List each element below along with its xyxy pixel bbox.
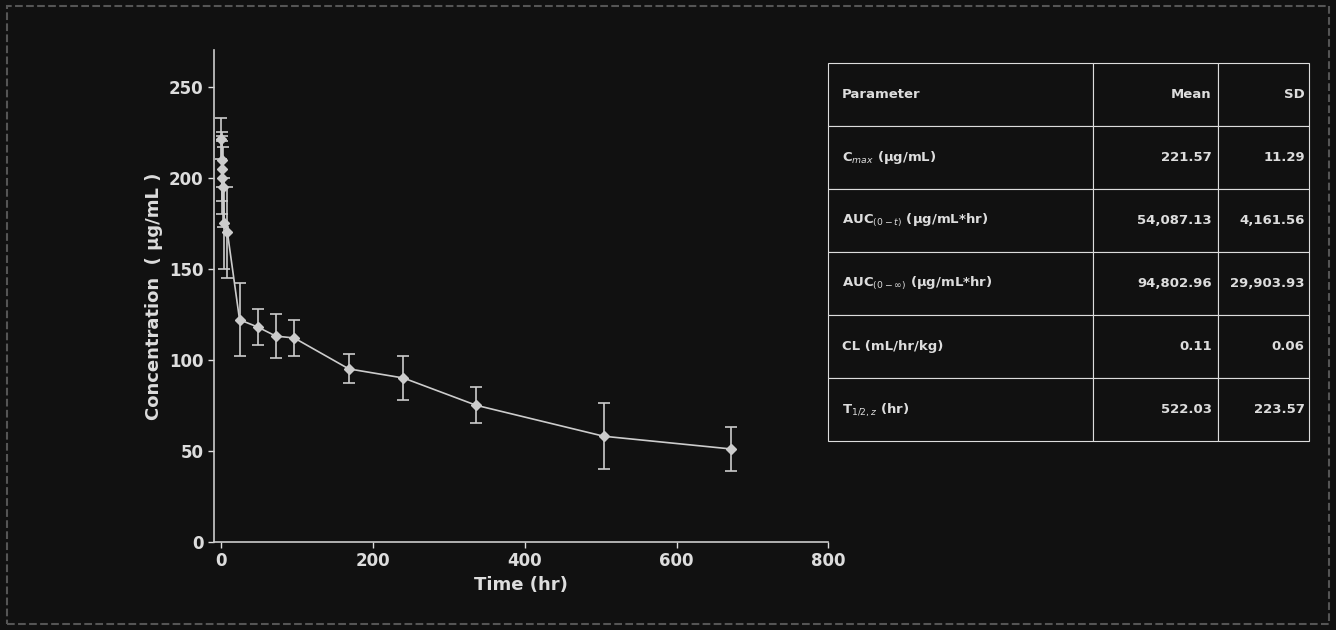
Y-axis label: Concentration  ( μg/mL ): Concentration ( μg/mL ) [146,173,163,420]
X-axis label: Time (hr): Time (hr) [474,576,568,593]
